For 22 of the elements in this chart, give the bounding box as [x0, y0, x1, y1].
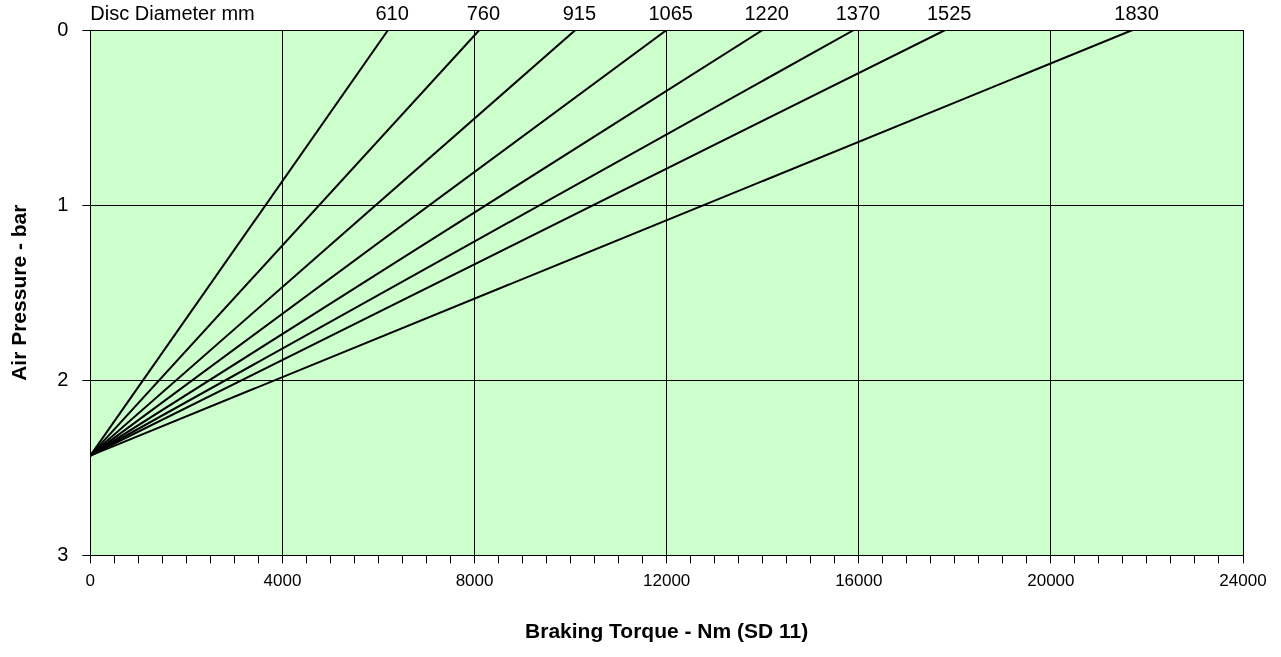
series-label: 915: [562, 1, 597, 24]
x-tick-label: 20000: [1027, 571, 1075, 591]
x-tick-label: 12000: [643, 571, 691, 591]
series-label: 1370: [835, 1, 881, 24]
y-axis-title: Air Pressure - bar: [7, 204, 31, 381]
series-label: 610: [375, 1, 409, 24]
x-tick-label: 8000: [455, 571, 494, 591]
y-tick-label: 2: [57, 367, 69, 390]
legend-title: Disc Diameter mm: [90, 1, 255, 24]
series-label: 760: [466, 1, 501, 24]
series-label: 1525: [926, 1, 972, 24]
y-tick-label: 0: [57, 17, 69, 40]
series-label: 1830: [1114, 1, 1159, 24]
x-tick-label: 0: [85, 571, 96, 591]
x-tick-label: 16000: [835, 571, 883, 591]
y-tick-label: 3: [57, 542, 69, 565]
y-tick-label: 1: [57, 192, 69, 215]
x-tick-label: 4000: [263, 571, 302, 591]
x-tick-label: 24000: [1219, 571, 1267, 591]
x-axis-title: Braking Torque - Nm (SD 11): [525, 619, 809, 643]
series-label: 1220: [744, 1, 789, 24]
series-label: 1065: [648, 1, 693, 24]
